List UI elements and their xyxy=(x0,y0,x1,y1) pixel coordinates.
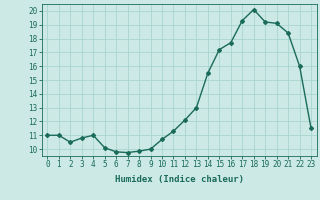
X-axis label: Humidex (Indice chaleur): Humidex (Indice chaleur) xyxy=(115,175,244,184)
